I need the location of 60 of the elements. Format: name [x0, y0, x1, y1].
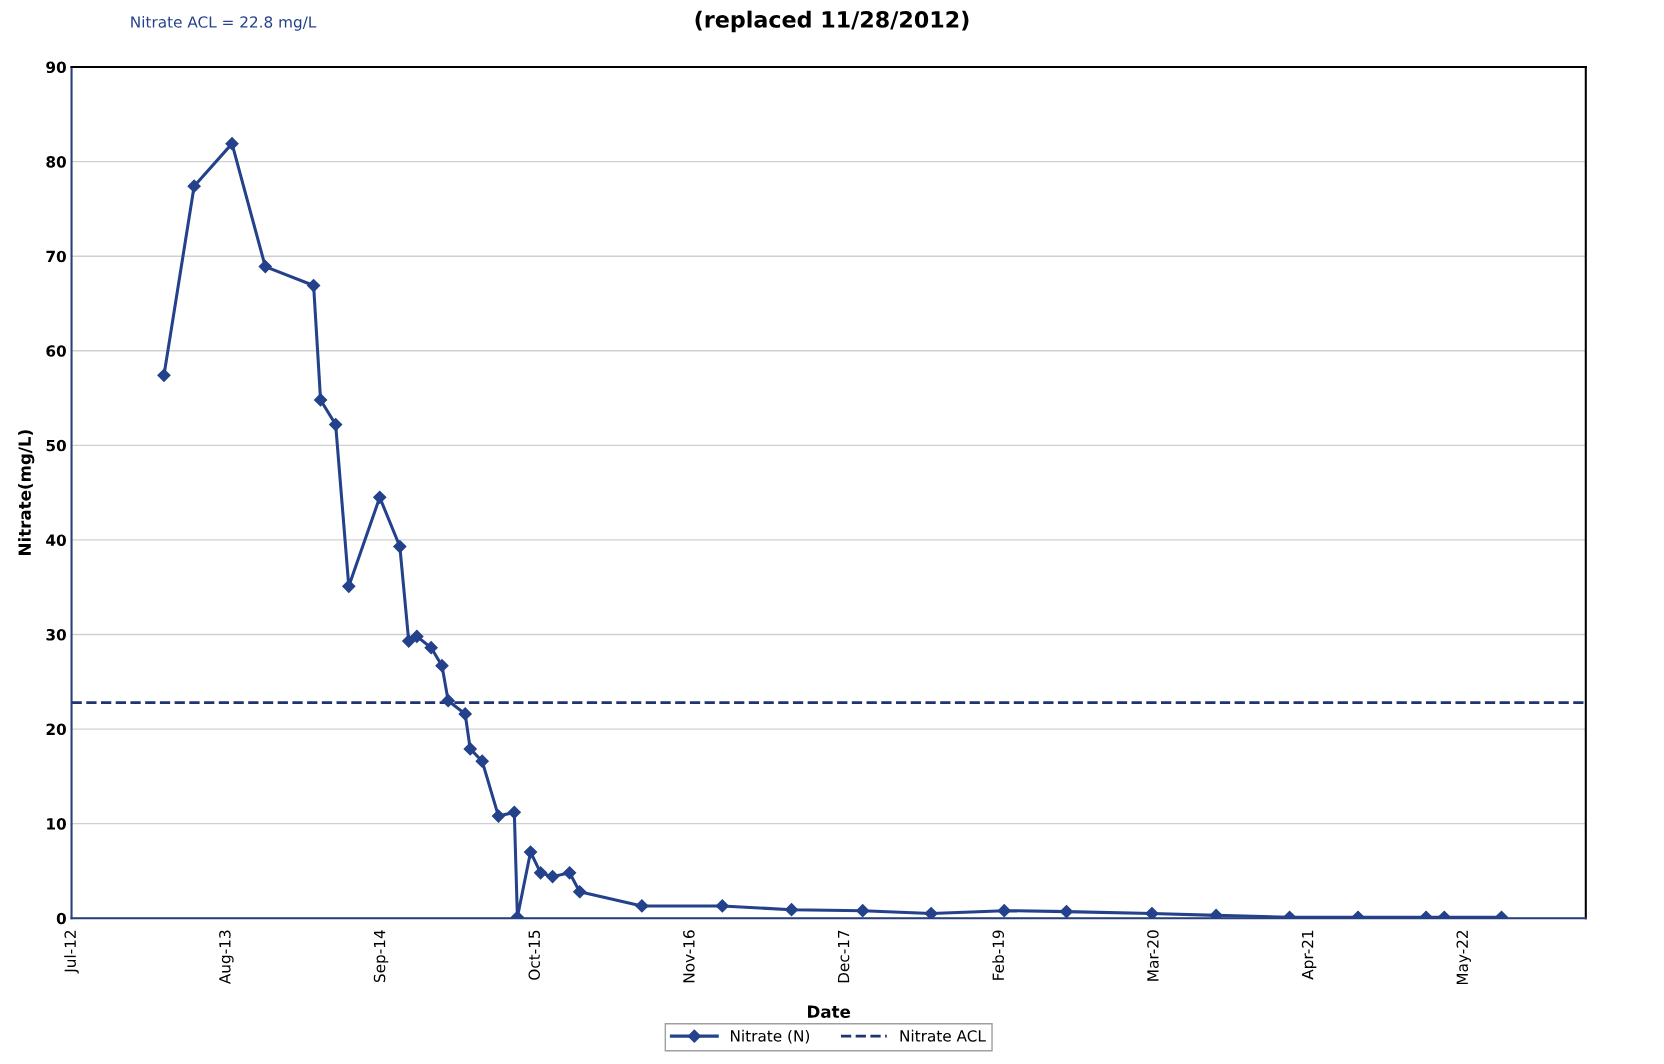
y-tick-label: 0 [56, 912, 66, 925]
point [545, 870, 560, 884]
point [157, 368, 171, 382]
point [313, 393, 328, 407]
y-tick-label: 50 [46, 439, 66, 452]
x-tick-label: Oct-15 [528, 930, 540, 980]
chart-title: (replaced 11/28/2012) [695, 10, 969, 33]
y-tick-label: 90 [46, 61, 66, 74]
x-tick-label: Nov-16 [683, 930, 695, 983]
point [258, 260, 272, 274]
y-tick-label: 10 [47, 818, 66, 830]
point [491, 809, 506, 823]
point [997, 904, 1011, 918]
point [342, 579, 356, 593]
point [424, 641, 438, 655]
y-tick-label: 60 [46, 345, 66, 357]
y-tick-label: 30 [46, 628, 66, 641]
point [463, 742, 477, 756]
legend-label: Nitrate (N) [730, 1029, 810, 1044]
point [187, 179, 201, 193]
x-tick-label: Apr-21 [1301, 930, 1317, 980]
point [715, 899, 729, 913]
point [523, 845, 538, 859]
x-axis-title: Date [808, 1005, 851, 1018]
point [441, 694, 455, 708]
x-tick-label: Dec-17 [837, 930, 850, 983]
point [856, 904, 870, 918]
point [410, 629, 424, 643]
x-tick-label: Sep-14 [373, 930, 389, 983]
y-tick-label: 80 [46, 156, 66, 168]
point [924, 906, 938, 919]
point [635, 899, 649, 913]
text: Nitrate ACL = 22.8 mg/L [131, 15, 317, 31]
point [534, 866, 548, 880]
x-tick-label: Feb-19 [992, 930, 1005, 980]
legend-label: Nitrate ACL [900, 1029, 986, 1042]
y-tick-label: 20 [46, 723, 66, 736]
y-tick-label: 70 [46, 250, 66, 263]
point [563, 866, 577, 880]
point [329, 417, 343, 432]
point [373, 490, 387, 504]
x-tick-label: May-22 [1456, 930, 1471, 985]
point [307, 278, 321, 293]
point [475, 754, 489, 768]
point [458, 707, 472, 721]
point [1209, 908, 1223, 919]
point [1145, 906, 1159, 919]
point [784, 903, 799, 917]
x-tick-label: Aug-13 [219, 930, 234, 985]
y-tick-label: 40 [46, 534, 66, 546]
point [1059, 905, 1074, 919]
point [573, 885, 587, 899]
point [225, 137, 239, 151]
y-axis-title: Nitrate(mg/L) [18, 430, 35, 555]
point [435, 659, 449, 673]
point [507, 805, 521, 819]
x-tick-label: Jul-12 [64, 930, 79, 974]
x-tick-label: Mar-20 [1147, 930, 1159, 981]
point [393, 539, 407, 554]
point [402, 634, 416, 648]
